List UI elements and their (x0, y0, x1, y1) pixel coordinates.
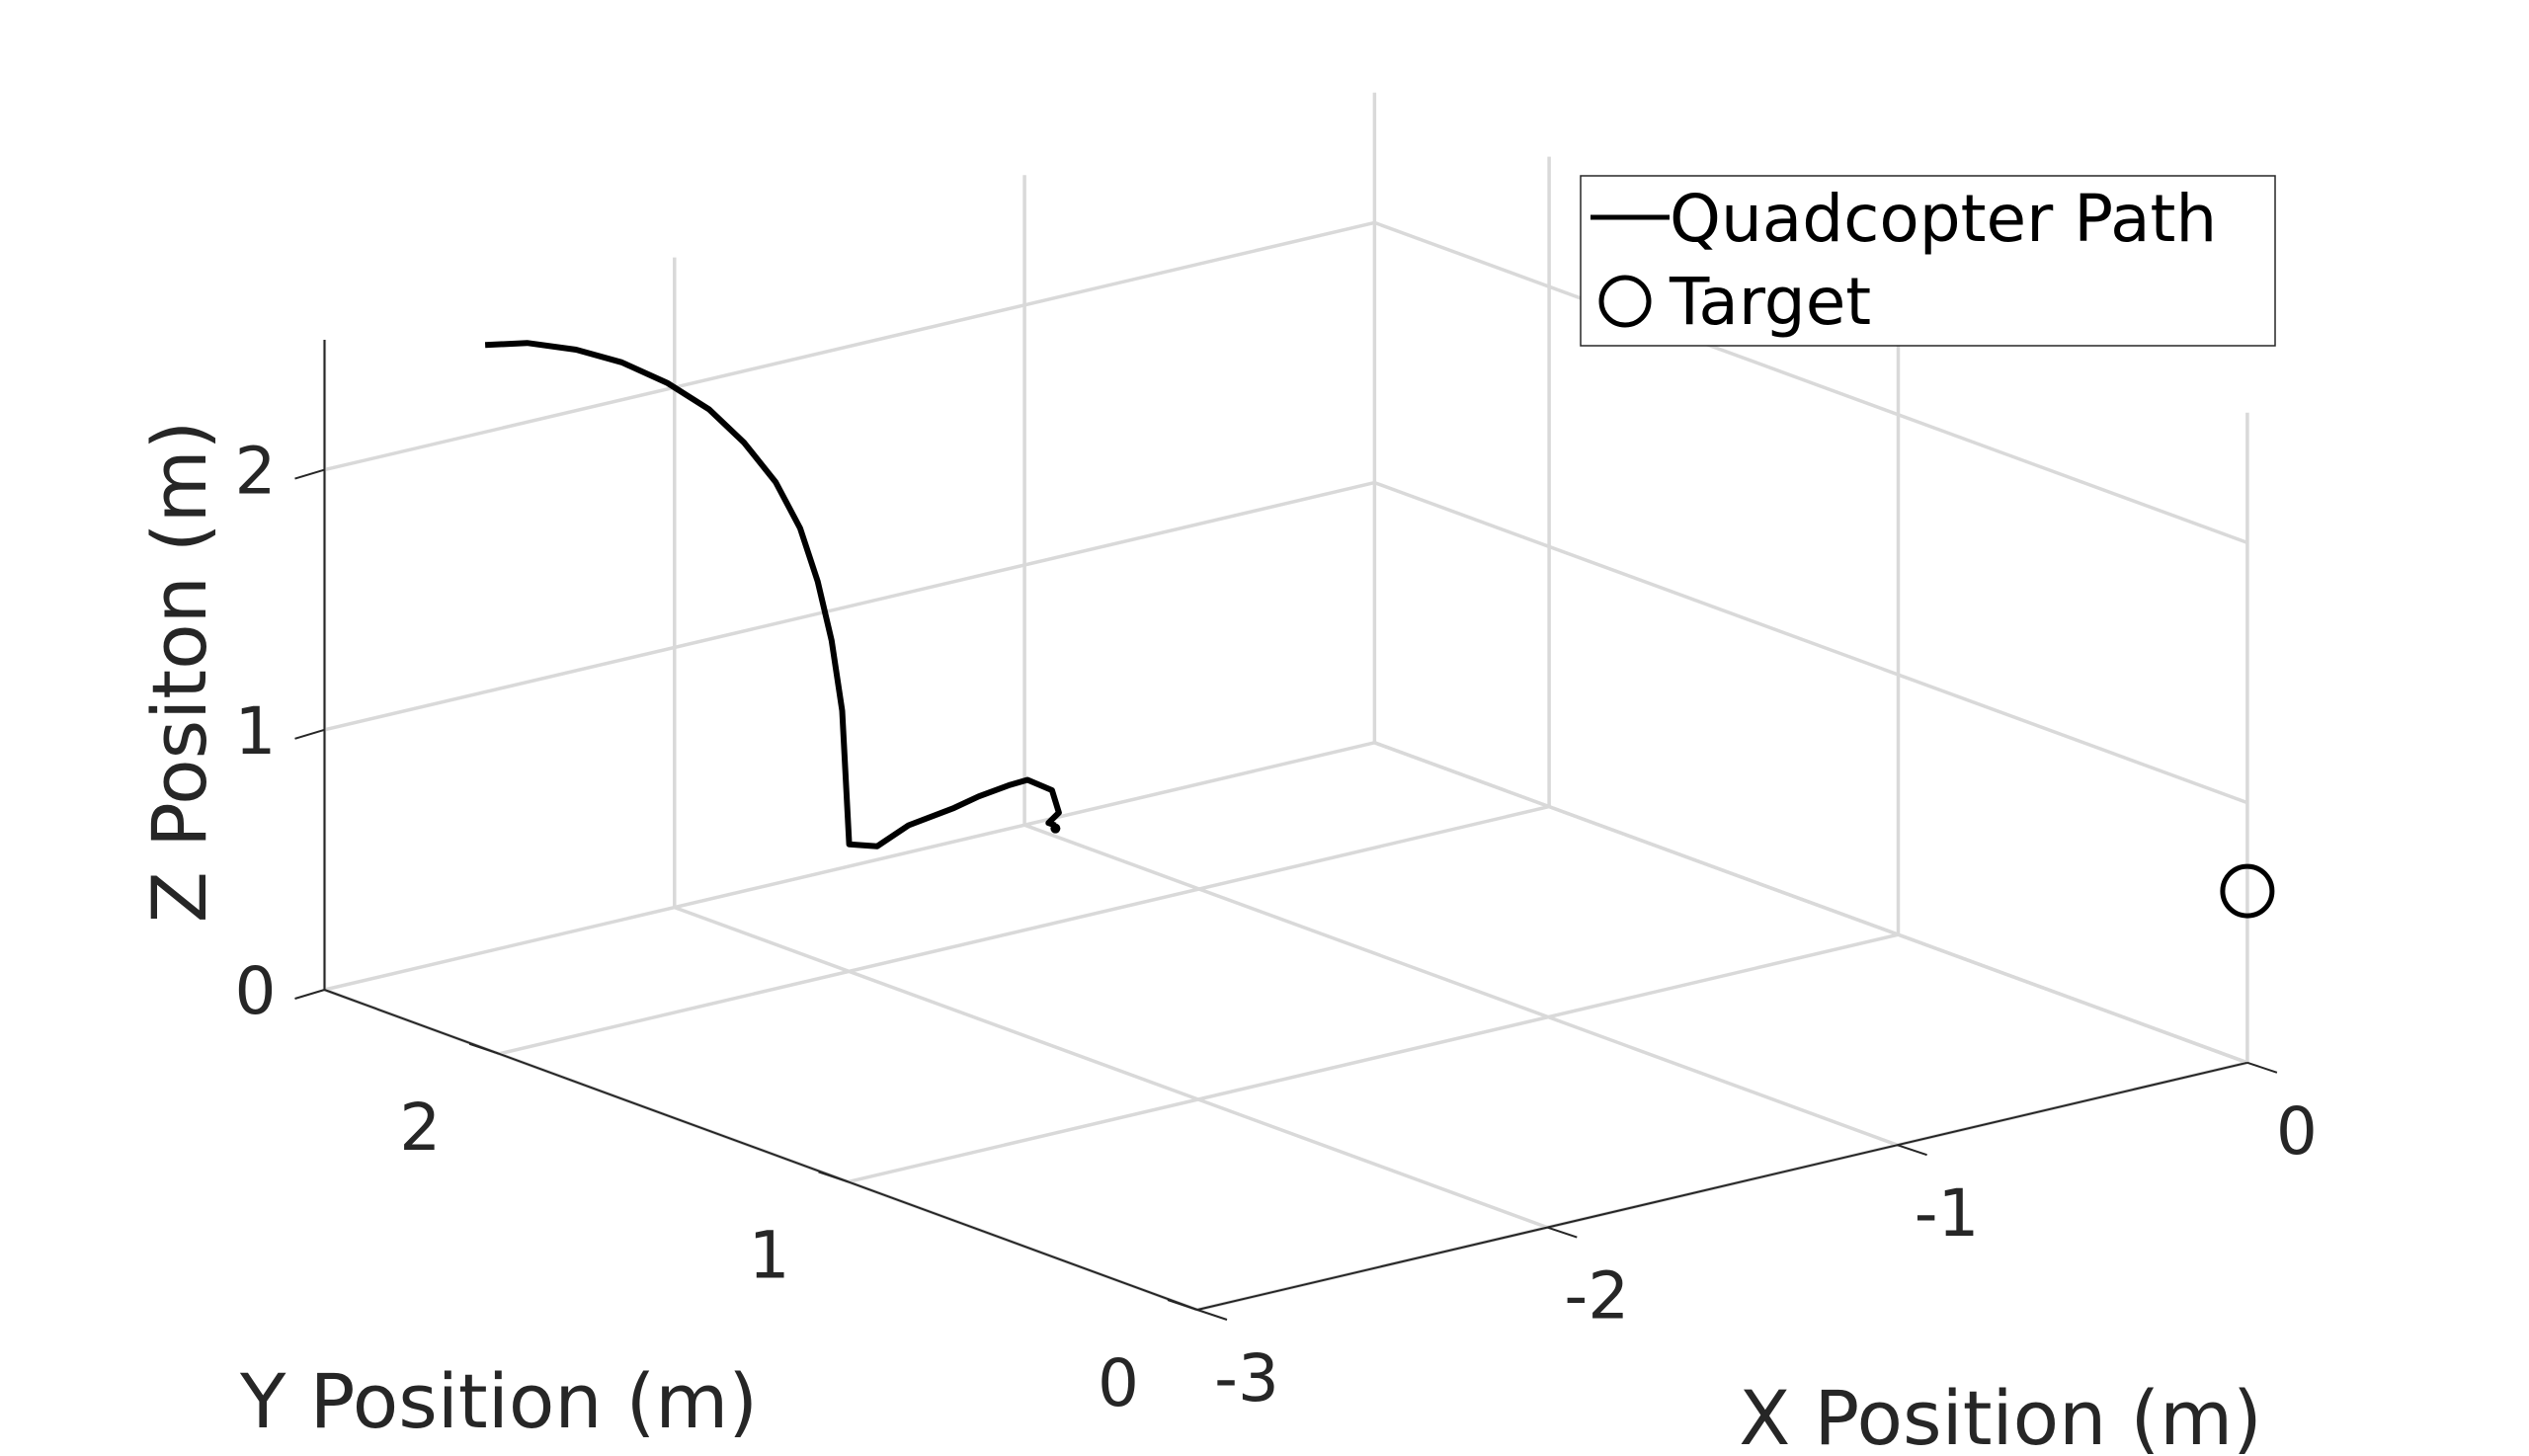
x-tick-mark (1546, 1226, 1578, 1239)
path-end-point (1050, 823, 1061, 834)
axes: -3 -2 -1 0 0 1 2 0 1 2 (235, 340, 2318, 1421)
x-tick-mark (1897, 1144, 1927, 1157)
z-tick-mark (294, 468, 325, 480)
grid-line-wall-z (324, 741, 1375, 992)
z-tick-mark (294, 728, 325, 740)
y-tick-mark (818, 1171, 849, 1183)
grid-line-side-z (1373, 741, 2248, 1065)
z-tick-label: 1 (235, 693, 277, 769)
y-tick-mark (468, 1042, 500, 1055)
x-tick-label: 0 (2276, 1093, 2318, 1170)
x-tick-label: -1 (1915, 1175, 1980, 1252)
grid-line-side-z (1373, 480, 2248, 805)
grid-line-floor-y (848, 932, 1899, 1184)
y-axis-label: Y Position (m) (239, 1357, 758, 1445)
x-tick-label: -3 (1214, 1340, 1279, 1416)
x-tick-mark (1196, 1309, 1228, 1321)
plot-series (484, 340, 2275, 919)
legend-entry-quadcopter-path: Quadcopter Path (1670, 181, 2217, 257)
grid-line-side-z (1373, 220, 2248, 545)
x-tick-label: -2 (1564, 1258, 1629, 1335)
legend-box (1580, 175, 2276, 347)
y-tick-label: 1 (749, 1217, 790, 1293)
grid-line-floor-x (674, 905, 1548, 1230)
grid-line-wall-z (324, 480, 1375, 732)
legend-entry-target: Target (1669, 264, 1871, 340)
grid-line-floor-x (1023, 823, 1899, 1147)
z-tick-label: 0 (235, 953, 277, 1029)
grid-line-wall-z (324, 220, 1375, 472)
x-tick-mark (2246, 1061, 2278, 1074)
x-axis-line (1196, 1061, 2248, 1311)
legend-circle-marker (1598, 275, 1652, 328)
y-tick-label: 0 (1098, 1345, 1139, 1421)
z-tick-mark (294, 989, 325, 1000)
z-tick-label: 2 (235, 434, 277, 510)
x-axis-label: X Position (m) (1739, 1374, 2262, 1456)
grid-lines (322, 92, 2249, 1312)
y-tick-mark (1167, 1299, 1198, 1311)
legend: Quadcopter Path Target (1580, 175, 2276, 347)
y-tick-label: 2 (399, 1090, 441, 1166)
grid-line-floor-y (498, 804, 1550, 1056)
z-axis-label: Z Positon (m) (135, 421, 223, 924)
quadcopter-path-line (484, 340, 1062, 849)
target-marker (2220, 863, 2275, 919)
